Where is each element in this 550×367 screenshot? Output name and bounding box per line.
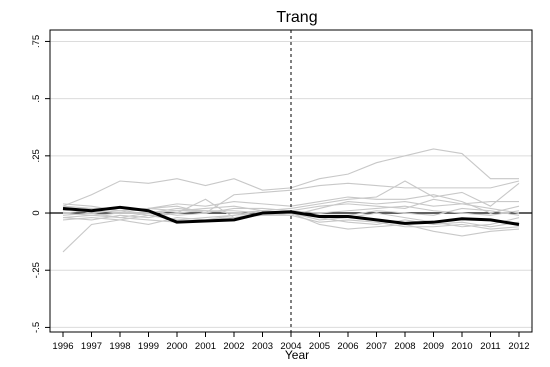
x-tick-label: 2011: [480, 341, 500, 352]
x-tick-label: 1999: [138, 341, 159, 352]
y-tick-label: .5: [31, 95, 42, 103]
x-tick-label: 2001: [195, 341, 216, 352]
y-tick-label: 0: [31, 210, 42, 215]
y-tick-label: -.25: [31, 262, 42, 278]
chart-title: Trang: [276, 9, 317, 26]
x-tick-label: 2006: [337, 341, 358, 352]
x-tick-label: 2005: [309, 341, 330, 352]
x-tick-label: 1997: [81, 341, 102, 352]
y-axis: -.5 -.25 0 .25 .5 .75: [31, 35, 50, 333]
treated-series-line: [62, 205, 520, 226]
x-tick-label: 1998: [109, 341, 130, 352]
x-tick-label: 2009: [423, 341, 444, 352]
x-tick-label: 2002: [223, 341, 244, 352]
x-tick-label: 2008: [394, 341, 415, 352]
y-tick-label: -.5: [31, 322, 42, 333]
x-tick-label: 2012: [508, 341, 529, 352]
donor-series-line: [62, 214, 520, 230]
x-tick-label: 2004: [280, 341, 301, 352]
x-axis: 1996 1997 1998 1999 2000 2001 2002 2003 2004 2005…: [52, 332, 530, 352]
x-tick-label: 2003: [252, 341, 273, 352]
x-tick-label: 2000: [166, 341, 187, 352]
x-tick-label: 2010: [451, 341, 472, 352]
x-tick-label: 1996: [52, 341, 73, 352]
y-tick-label: .25: [31, 149, 42, 162]
plot-frame: [49, 29, 533, 333]
y-tick-label: .75: [31, 35, 42, 48]
x-tick-label: 2007: [366, 341, 387, 352]
x-axis-title: Year: [285, 348, 309, 362]
